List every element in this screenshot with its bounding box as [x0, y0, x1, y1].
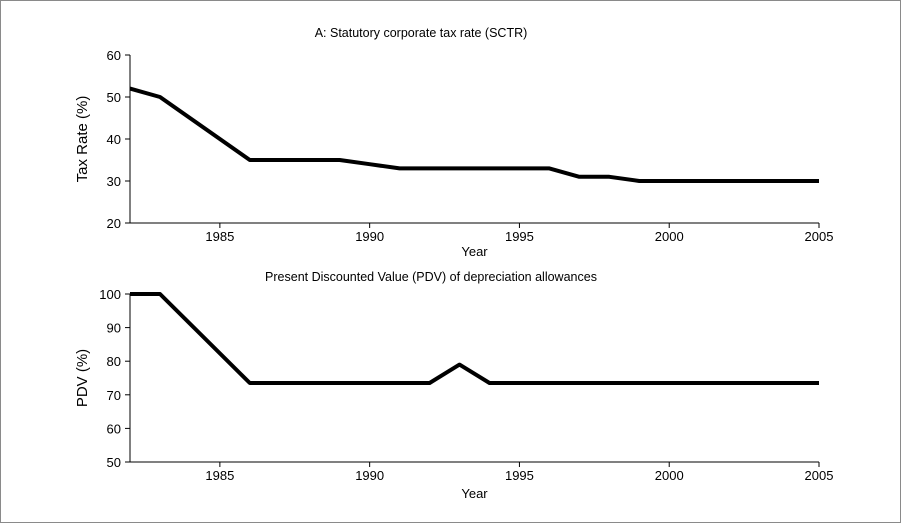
y-tick-label-bottom: 90	[107, 321, 121, 336]
x-axis-title-bottom: Year	[461, 486, 488, 501]
chart-title-bottom: Present Discounted Value (PDV) of deprec…	[265, 270, 597, 284]
x-tick-label-bottom: 1990	[355, 468, 384, 483]
x-tick-label-top: 1990	[355, 229, 384, 244]
x-tick-label-bottom: 2000	[655, 468, 684, 483]
chart-title-top: A: Statutory corporate tax rate (SCTR)	[315, 26, 528, 40]
y-tick-label-bottom: 50	[107, 455, 121, 470]
y-tick-label-bottom: 80	[107, 354, 121, 369]
series-line-bottom	[130, 292, 819, 385]
y-tick-label-top: 40	[107, 132, 121, 147]
x-tick-label-bottom: 2005	[805, 468, 834, 483]
y-tick-label-top: 60	[107, 48, 121, 63]
x-tick-label-top: 1985	[205, 229, 234, 244]
series-line-top	[129, 86, 819, 183]
y-axis-title-top: Tax Rate (%)	[74, 96, 91, 183]
x-tick-label-top: 2005	[805, 229, 834, 244]
x-tick-label-top: 2000	[655, 229, 684, 244]
y-axis-title-bottom: PDV (%)	[74, 349, 91, 407]
y-tick-label-top: 30	[107, 174, 121, 189]
y-tick-label-bottom: 60	[107, 421, 121, 436]
x-tick-label-bottom: 1995	[505, 468, 534, 483]
y-tick-label-bottom: 70	[107, 388, 121, 403]
y-tick-label-top: 20	[107, 216, 121, 231]
x-tick-label-bottom: 1985	[205, 468, 234, 483]
y-tick-label-top: 50	[107, 90, 121, 105]
x-tick-label-top: 1995	[505, 229, 534, 244]
x-axis-title-top: Year	[461, 244, 488, 259]
y-tick-label-bottom: 100	[99, 287, 121, 302]
